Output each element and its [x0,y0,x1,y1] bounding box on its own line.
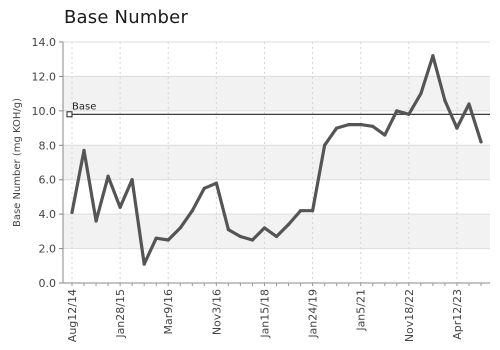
data-point [250,238,255,242]
data-point [142,262,146,266]
data-point [431,54,435,58]
x-tick-label: Jan5/21 [355,289,368,332]
data-point [479,140,483,144]
x-tick-label: Jan15/18 [258,289,271,339]
data-point [286,222,291,227]
data-point [323,143,327,147]
data-point [371,124,375,128]
data-point [202,186,206,190]
data-point [70,210,74,215]
data-point [383,133,387,137]
x-tick-label: Aug12/14 [66,289,79,342]
data-point [274,234,279,239]
data-point [166,238,170,242]
data-point [94,219,98,223]
reference-marker [66,111,73,118]
data-point [407,112,411,116]
data-point [347,123,351,127]
x-tick-label: Jan24/19 [307,289,320,339]
y-tick-label: 14.0 [32,36,57,49]
data-point [214,181,218,185]
data-point [82,148,86,153]
y-tick-label: 2.0 [39,243,57,256]
reference-label: Base [72,101,96,112]
data-point [467,102,471,106]
data-point [395,109,399,113]
data-point [443,98,447,103]
y-axis-title: Base Number (mg KOH/g) [12,98,23,227]
grid-band [63,214,490,249]
data-point [226,228,230,232]
data-point [178,226,182,230]
data-point [130,178,134,182]
data-point [154,236,158,240]
x-tick-label: Nov18/22 [403,289,416,342]
data-point [335,126,339,130]
data-point [298,209,303,213]
data-point [190,209,194,213]
data-point [310,209,315,213]
y-tick-label: 0.0 [39,277,57,290]
y-tick-label: 10.0 [32,105,57,118]
data-point [238,234,243,239]
y-tick-label: 4.0 [39,208,57,221]
chart-title: Base Number [64,7,189,28]
x-tick-label: Nov3/16 [210,289,223,335]
x-tick-label: Apr12/23 [451,289,464,340]
y-tick-label: 8.0 [39,139,57,152]
data-point [262,226,267,230]
data-point [118,205,122,209]
data-point [455,126,459,130]
x-tick-label: Mar9/16 [162,289,175,334]
y-tick-label: 12.0 [32,70,57,83]
data-point [106,174,110,178]
y-tick-label: 6.0 [39,174,57,187]
grid-band [63,76,490,111]
grid-band [63,145,490,180]
data-point [419,92,423,96]
data-point [359,123,363,127]
x-tick-label: Jan28/15 [114,289,127,339]
